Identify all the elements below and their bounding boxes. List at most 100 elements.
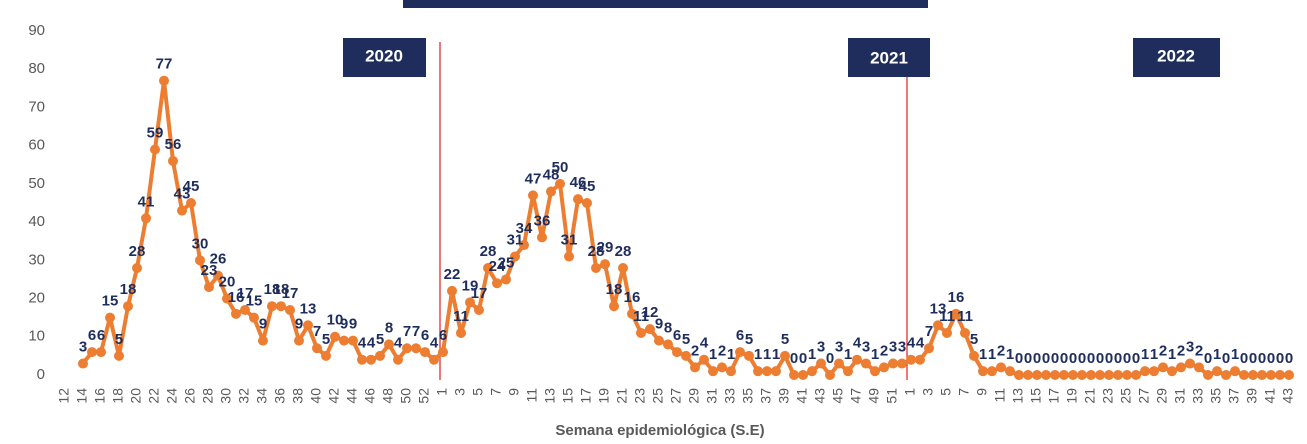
data-label: 5	[781, 331, 789, 348]
x-tick-label: 21	[1082, 388, 1098, 404]
data-label: 2	[997, 342, 1005, 359]
x-tick-label: 12	[56, 388, 72, 404]
point	[834, 358, 844, 369]
data-label: 4	[916, 335, 925, 352]
x-tick-label: 1	[434, 388, 450, 396]
x-tick-label: 13	[1010, 388, 1026, 404]
data-label: 9	[259, 316, 267, 333]
x-tick-label: 31	[1172, 388, 1188, 404]
x-tick-label: 47	[848, 388, 864, 404]
point	[888, 358, 898, 369]
x-tick-label: 17	[1046, 388, 1062, 404]
point	[1239, 370, 1249, 380]
point	[474, 305, 484, 316]
x-tick-label: 46	[362, 388, 378, 404]
point	[339, 335, 349, 346]
data-label: 4	[394, 335, 403, 352]
data-label: 13	[930, 300, 947, 317]
point	[258, 335, 268, 346]
x-tick-label: 42	[326, 388, 342, 404]
data-label: 0	[1015, 350, 1023, 367]
point	[573, 194, 583, 205]
x-tick-label: 50	[398, 388, 414, 404]
point	[528, 190, 538, 201]
x-tick-label: 26	[182, 388, 198, 404]
x-tick-label: 37	[1226, 388, 1242, 404]
x-tick-label: 49	[866, 388, 882, 404]
point	[1149, 366, 1159, 377]
data-label: 7	[412, 323, 420, 340]
point	[429, 354, 439, 365]
data-label: 1	[1006, 346, 1014, 363]
data-label: 1	[763, 346, 771, 363]
data-label: 9	[655, 316, 663, 333]
point	[987, 366, 997, 377]
data-label: 0	[1024, 350, 1032, 367]
point	[1068, 370, 1078, 380]
point	[843, 366, 853, 377]
point	[276, 301, 286, 312]
data-label: 1	[709, 346, 717, 363]
point	[78, 358, 88, 369]
point	[591, 262, 601, 273]
point	[861, 358, 871, 369]
x-tick-label: 48	[380, 388, 396, 404]
data-label: 29	[597, 239, 614, 256]
x-tick-label: 45	[830, 388, 846, 404]
data-label: 1	[988, 346, 996, 363]
data-label: 20	[219, 274, 236, 291]
point	[537, 232, 547, 243]
data-label: 0	[1249, 350, 1257, 367]
x-tick-label: 16	[92, 388, 108, 404]
data-label: 0	[1042, 350, 1050, 367]
data-label: 34	[516, 220, 533, 237]
data-label: 18	[264, 281, 281, 298]
point	[1077, 370, 1087, 380]
data-label: 4	[367, 335, 376, 352]
point	[798, 370, 808, 380]
data-label: 17	[237, 285, 254, 302]
point	[681, 350, 691, 361]
data-label: 5	[682, 331, 690, 348]
point	[303, 320, 313, 331]
data-label: 4	[358, 335, 367, 352]
point	[825, 370, 835, 380]
point	[744, 350, 754, 361]
x-tick-label: 9	[974, 388, 990, 396]
data-label: 16	[624, 289, 641, 306]
point	[87, 347, 97, 358]
point	[204, 282, 214, 293]
data-label: 24	[489, 258, 506, 275]
x-tick-label: 36	[272, 388, 288, 404]
point	[609, 301, 619, 312]
x-tick-label: 35	[740, 388, 756, 404]
year-box	[343, 38, 426, 77]
point	[456, 327, 466, 338]
data-label: 2	[1195, 342, 1203, 359]
point	[150, 144, 160, 155]
x-tick-label: 25	[650, 388, 666, 404]
x-tick-label: 11	[524, 388, 540, 403]
point	[942, 327, 952, 338]
point	[483, 262, 493, 273]
point	[636, 327, 646, 338]
data-label: 6	[88, 327, 96, 344]
point	[1140, 366, 1150, 377]
year-label: 2022	[1157, 46, 1195, 65]
x-tick-label: 34	[254, 388, 270, 404]
data-label: 2	[718, 342, 726, 359]
x-tick-label: 38	[290, 388, 306, 404]
point	[177, 205, 187, 216]
data-label: 3	[889, 339, 897, 356]
x-tick-label: 5	[470, 388, 486, 396]
point	[1059, 370, 1069, 380]
data-label: 6	[421, 327, 429, 344]
point	[924, 343, 934, 354]
x-tick-label: 52	[416, 388, 432, 404]
data-label: 50	[552, 159, 569, 176]
point	[1131, 370, 1141, 380]
data-label: 1	[1231, 346, 1239, 363]
x-tick-label: 31	[704, 388, 720, 404]
data-label: 23	[201, 262, 218, 279]
data-label: 3	[1186, 339, 1194, 356]
